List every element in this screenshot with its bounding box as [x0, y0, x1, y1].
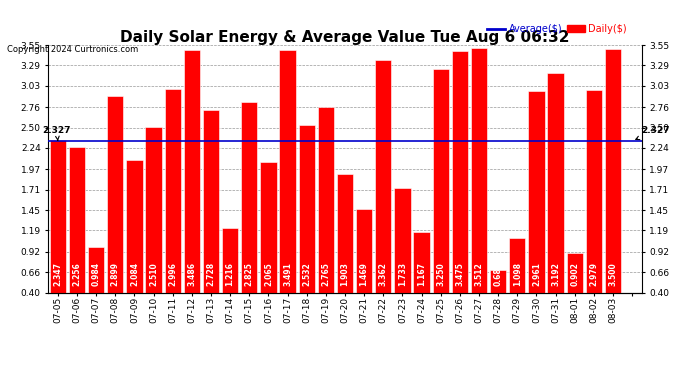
Text: Copyright 2024 Curtronics.com: Copyright 2024 Curtronics.com: [7, 45, 138, 54]
Bar: [88, 247, 104, 324]
Bar: [394, 188, 411, 324]
Text: 3.362: 3.362: [379, 262, 388, 286]
Text: 2.825: 2.825: [245, 262, 254, 286]
Bar: [471, 48, 487, 324]
Text: 2.532: 2.532: [302, 262, 311, 286]
Text: 1.469: 1.469: [359, 262, 368, 286]
Bar: [241, 102, 257, 324]
Bar: [433, 69, 449, 324]
Text: 2.765: 2.765: [322, 262, 331, 286]
Legend: Average($), Daily($): Average($), Daily($): [483, 20, 631, 38]
Bar: [337, 174, 353, 324]
Bar: [375, 60, 391, 324]
Text: 2.510: 2.510: [149, 262, 158, 286]
Title: Daily Solar Energy & Average Value Tue Aug 6 06:32: Daily Solar Energy & Average Value Tue A…: [120, 30, 570, 45]
Text: 3.500: 3.500: [609, 262, 618, 286]
Text: 3.491: 3.491: [283, 262, 292, 286]
Text: 2.327: 2.327: [43, 126, 71, 141]
Text: 3.475: 3.475: [455, 262, 464, 286]
Text: 2.084: 2.084: [130, 262, 139, 286]
Text: 1.216: 1.216: [226, 262, 235, 286]
Bar: [126, 160, 143, 324]
Bar: [260, 162, 277, 324]
Bar: [107, 96, 124, 324]
Text: 2.065: 2.065: [264, 262, 273, 286]
Bar: [279, 50, 296, 324]
Text: 2.979: 2.979: [589, 262, 598, 286]
Text: 0.684: 0.684: [493, 262, 502, 286]
Bar: [50, 140, 66, 324]
Bar: [547, 73, 564, 324]
Bar: [203, 110, 219, 324]
Text: 2.327: 2.327: [635, 126, 670, 140]
Bar: [509, 238, 525, 324]
Bar: [452, 51, 468, 324]
Text: 2.256: 2.256: [72, 262, 81, 286]
Bar: [317, 106, 334, 324]
Text: 2.347: 2.347: [53, 262, 62, 286]
Text: 0.902: 0.902: [570, 262, 579, 286]
Text: 2.728: 2.728: [206, 262, 215, 286]
Text: 2.996: 2.996: [168, 262, 177, 286]
Text: 2.961: 2.961: [532, 262, 541, 286]
Bar: [165, 88, 181, 324]
Text: 3.512: 3.512: [475, 262, 484, 286]
Bar: [356, 209, 373, 324]
Bar: [69, 147, 85, 324]
Bar: [566, 253, 583, 324]
Text: 2.899: 2.899: [111, 262, 120, 286]
Bar: [413, 232, 430, 324]
Bar: [490, 270, 506, 324]
Text: 1.167: 1.167: [417, 262, 426, 286]
Text: 1.903: 1.903: [340, 262, 350, 286]
Bar: [586, 90, 602, 324]
Bar: [529, 91, 544, 324]
Bar: [605, 49, 621, 324]
Text: 3.250: 3.250: [436, 262, 445, 286]
Text: 1.733: 1.733: [398, 262, 407, 286]
Bar: [222, 228, 238, 324]
Text: 3.486: 3.486: [188, 262, 197, 286]
Text: 3.192: 3.192: [551, 262, 560, 286]
Bar: [146, 127, 161, 324]
Bar: [299, 125, 315, 324]
Text: 0.984: 0.984: [92, 262, 101, 286]
Text: 1.098: 1.098: [513, 262, 522, 286]
Bar: [184, 50, 200, 324]
